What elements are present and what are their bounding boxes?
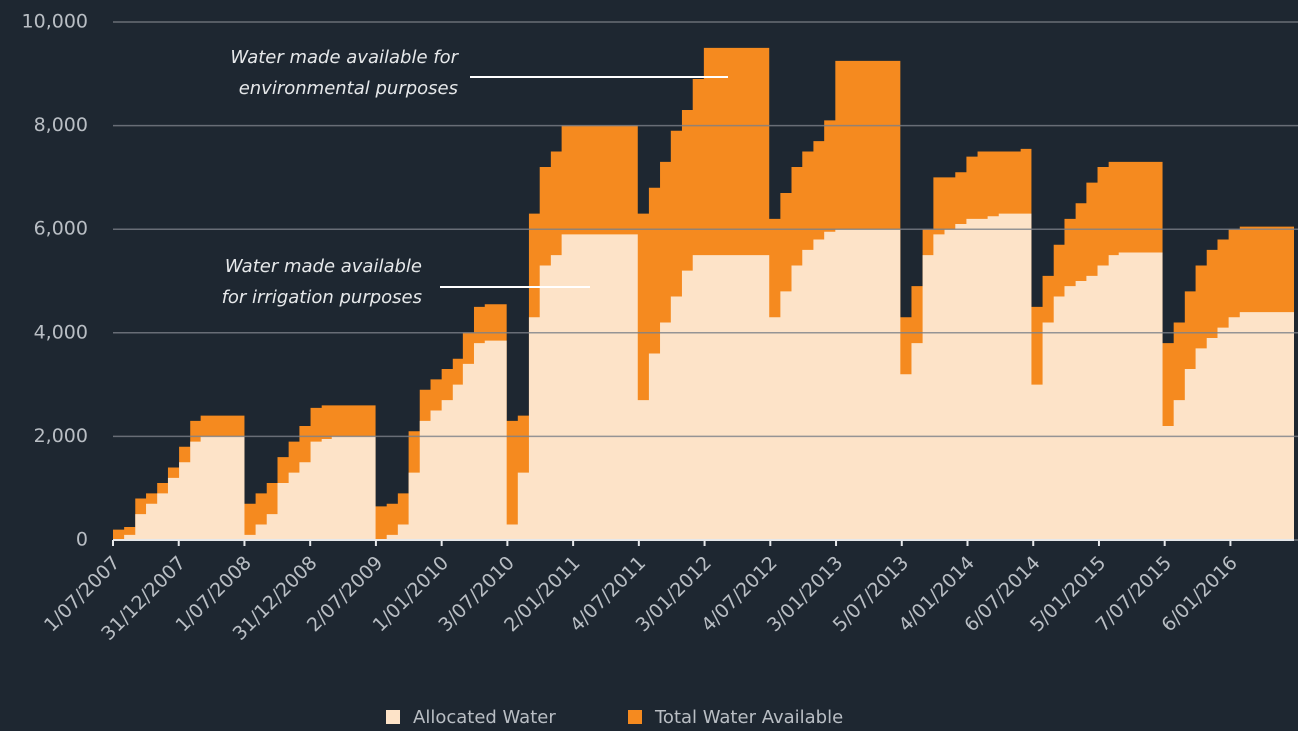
legend-swatch (628, 710, 642, 724)
annotation: environmental purposes (239, 78, 458, 99)
y-tick-label: 0 (76, 529, 88, 551)
y-tick-label: 6,000 (34, 218, 88, 240)
annotation: Water made available for (230, 47, 459, 68)
annotation: Water made available (225, 256, 422, 277)
legend-swatch (386, 710, 400, 724)
y-tick-label: 8,000 (34, 114, 88, 136)
legend-label: Allocated Water (413, 707, 556, 728)
annotation: for irrigation purposes (222, 287, 422, 308)
legend-label: Total Water Available (654, 707, 843, 728)
y-tick-label: 2,000 (34, 425, 88, 447)
area (113, 213, 1294, 540)
y-tick-label: 4,000 (34, 321, 88, 343)
y-tick-label: 10,000 (22, 11, 88, 33)
